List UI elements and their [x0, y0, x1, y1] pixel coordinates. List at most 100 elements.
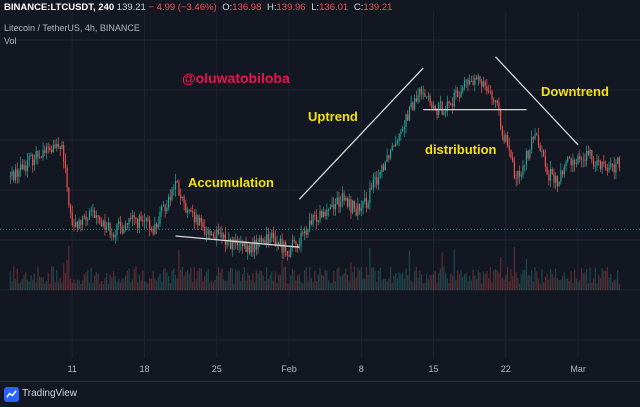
candle-body[interactable] — [395, 143, 397, 147]
candle-body[interactable] — [38, 156, 41, 158]
candle-body[interactable] — [310, 220, 312, 225]
candle-body[interactable] — [334, 203, 337, 210]
candle-body[interactable] — [200, 217, 202, 223]
candle-body[interactable] — [180, 195, 182, 199]
candle-body[interactable] — [457, 90, 459, 97]
candle-body[interactable] — [250, 243, 252, 254]
candle-body[interactable] — [587, 150, 589, 155]
candle-body[interactable] — [104, 220, 106, 230]
candle-body[interactable] — [331, 204, 333, 207]
candle-body[interactable] — [618, 157, 620, 169]
candle-body[interactable] — [307, 229, 309, 235]
candle-body[interactable] — [444, 111, 447, 113]
candle-body[interactable] — [223, 234, 225, 238]
candle-body[interactable] — [42, 150, 44, 158]
candle-body[interactable] — [343, 193, 345, 201]
candle-body[interactable] — [534, 134, 536, 139]
candle-body[interactable] — [47, 146, 49, 148]
candle-body[interactable] — [360, 207, 362, 212]
candle-body[interactable] — [291, 240, 294, 248]
candle-body[interactable] — [484, 81, 486, 87]
candle-body[interactable] — [541, 150, 543, 152]
candle-body[interactable] — [209, 230, 211, 235]
candle-body[interactable] — [18, 170, 20, 177]
candle-body[interactable] — [503, 135, 505, 142]
candle-body[interactable] — [401, 129, 404, 132]
candle-body[interactable] — [124, 223, 127, 230]
candle-body[interactable] — [592, 159, 595, 166]
candle-body[interactable] — [319, 210, 321, 221]
candle-body[interactable] — [553, 173, 555, 183]
candle-body[interactable] — [106, 227, 108, 230]
candle-body[interactable] — [26, 159, 29, 172]
candle-body[interactable] — [80, 219, 82, 225]
candle-body[interactable] — [465, 79, 467, 81]
candle-body[interactable] — [254, 240, 256, 252]
candle-body[interactable] — [451, 103, 454, 107]
candle-body[interactable] — [64, 160, 66, 169]
candle-body[interactable] — [350, 199, 352, 213]
candle-body[interactable] — [95, 215, 97, 219]
candle-body[interactable] — [135, 217, 137, 219]
candle-body[interactable] — [410, 102, 412, 108]
candle-body[interactable] — [329, 206, 331, 210]
candle-body[interactable] — [171, 189, 173, 200]
candle-body[interactable] — [262, 239, 264, 242]
candle-body[interactable] — [328, 209, 330, 211]
candle-body[interactable] — [169, 196, 171, 200]
candle-body[interactable] — [579, 155, 581, 160]
candle-body[interactable] — [341, 193, 343, 203]
candle-body[interactable] — [388, 155, 390, 159]
candle-body[interactable] — [168, 196, 170, 208]
candle-body[interactable] — [494, 100, 497, 102]
candle-body[interactable] — [56, 144, 58, 148]
candle-body[interactable] — [164, 205, 166, 212]
candle-body[interactable] — [450, 103, 452, 105]
candle-body[interactable] — [186, 210, 189, 213]
candle-body[interactable] — [73, 225, 75, 227]
candle-body[interactable] — [248, 245, 251, 254]
candle-body[interactable] — [32, 154, 34, 166]
candle-body[interactable] — [147, 218, 149, 221]
candle-body[interactable] — [558, 181, 560, 187]
candle-body[interactable] — [324, 211, 326, 216]
candle-body[interactable] — [570, 157, 572, 166]
candle-body[interactable] — [295, 241, 297, 245]
candle-body[interactable] — [229, 239, 232, 250]
candle-body[interactable] — [317, 220, 319, 223]
candle-body[interactable] — [414, 98, 416, 110]
candle-body[interactable] — [109, 222, 111, 236]
candle-body[interactable] — [417, 95, 419, 102]
candle-body[interactable] — [81, 216, 84, 225]
candle-body[interactable] — [522, 165, 524, 175]
candle-body[interactable] — [556, 175, 559, 187]
candle-body[interactable] — [204, 226, 206, 235]
candle-body[interactable] — [441, 101, 443, 115]
candle-body[interactable] — [216, 229, 218, 240]
candle-body[interactable] — [508, 145, 510, 150]
candle-body[interactable] — [130, 218, 132, 219]
candle-body[interactable] — [510, 149, 512, 158]
candle-body[interactable] — [496, 100, 498, 103]
candle-body[interactable] — [276, 242, 278, 246]
candle-body[interactable] — [462, 87, 464, 92]
candle-body[interactable] — [83, 216, 85, 218]
candle-body[interactable] — [493, 99, 495, 102]
candle-body[interactable] — [138, 215, 140, 228]
candle-body[interactable] — [555, 175, 557, 183]
candle-body[interactable] — [178, 182, 180, 196]
candle-body[interactable] — [290, 247, 292, 257]
candle-body[interactable] — [224, 234, 226, 245]
candle-body[interactable] — [505, 134, 507, 142]
candle-body[interactable] — [512, 157, 514, 162]
candle-body[interactable] — [137, 218, 139, 228]
candle-body[interactable] — [386, 155, 388, 162]
candle-body[interactable] — [374, 177, 376, 180]
candle-body[interactable] — [604, 163, 607, 169]
candle-body[interactable] — [381, 165, 383, 173]
candle-body[interactable] — [544, 156, 546, 167]
candle-body[interactable] — [238, 244, 240, 246]
candle-body[interactable] — [603, 161, 605, 164]
candle-body[interactable] — [529, 149, 531, 159]
candle-body[interactable] — [568, 157, 571, 159]
